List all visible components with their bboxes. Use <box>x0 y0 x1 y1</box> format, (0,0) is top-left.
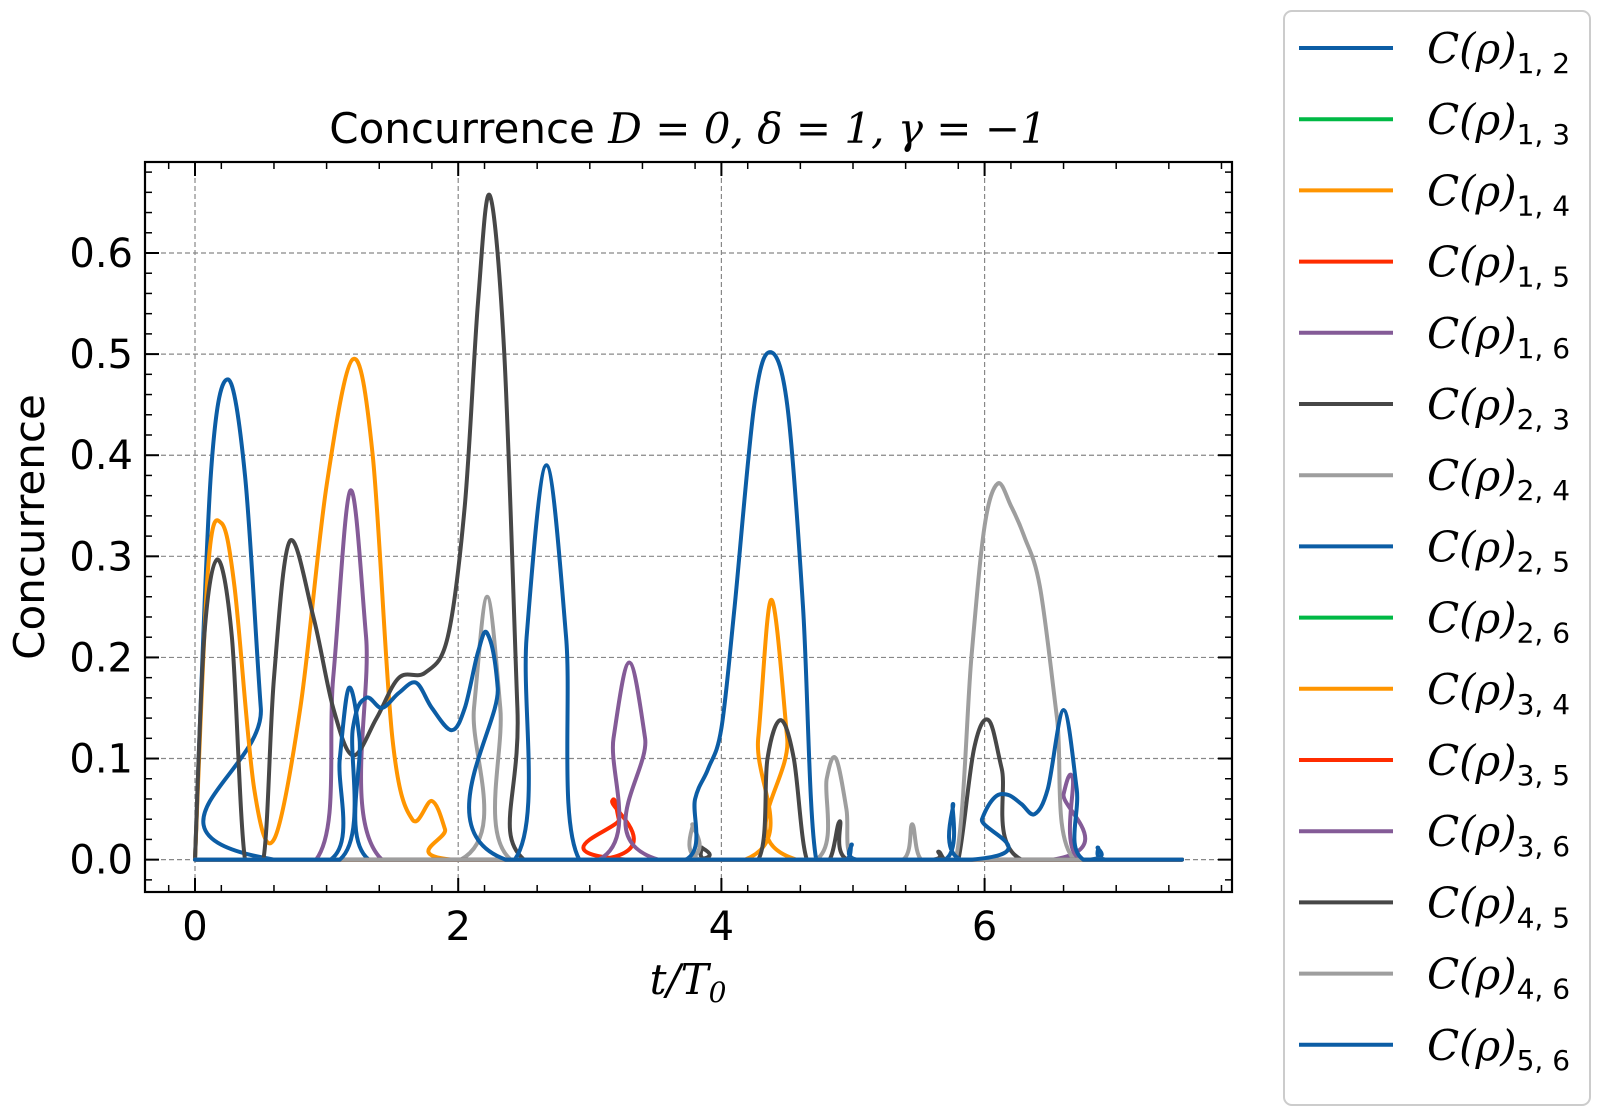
x-tick-label: 6 <box>972 904 997 950</box>
legend-label-c34: C(ρ)3, 4 <box>1427 665 1570 721</box>
legend-label-c46: C(ρ)4, 6 <box>1427 950 1570 1006</box>
x-tick-label: 0 <box>182 904 207 950</box>
y-tick-label: 0.6 <box>69 231 133 277</box>
x-tick-label: 4 <box>709 904 734 950</box>
legend-label-c16: C(ρ)1, 6 <box>1427 309 1570 365</box>
ticks: 0 2 4 6 0.0 0.1 0.2 0.3 0.4 0.5 0.6 <box>69 162 1232 950</box>
x-axis-label: t/T0 <box>650 955 727 1009</box>
legend: C(ρ)1, 2 C(ρ)1, 3 C(ρ)1, 4 C(ρ)1, 5 C(ρ)1, 6… <box>1283 10 1591 1106</box>
legend-label-c45: C(ρ)4, 5 <box>1427 878 1570 934</box>
legend-label-c35: C(ρ)3, 5 <box>1427 736 1570 792</box>
legend-label-c25: C(ρ)2, 5 <box>1427 522 1570 578</box>
y-tick-label: 0.0 <box>69 838 133 884</box>
y-tick-label: 0.2 <box>69 635 133 681</box>
series-line-c56 <box>193 629 1184 862</box>
legend-label-c56: C(ρ)5, 6 <box>1427 1021 1570 1077</box>
x-axis-label-main: t/T <box>650 955 712 1004</box>
legend-label-c12: C(ρ)1, 2 <box>1427 24 1570 80</box>
x-tick-label: 2 <box>445 904 470 950</box>
legend-label-c23: C(ρ)2, 3 <box>1427 380 1570 436</box>
chart-title: Concurrence D = 0, δ = 1, γ = −1 <box>329 104 1046 153</box>
plot-frame <box>143 160 1234 894</box>
y-tick-label: 0.4 <box>69 433 133 479</box>
series-line-c25 <box>193 350 1184 862</box>
series-line-c14 <box>193 356 1184 862</box>
legend-label-c26: C(ρ)2, 6 <box>1427 594 1570 650</box>
x-axis-label-sub: 0 <box>709 976 727 1009</box>
series-lines <box>193 192 1184 862</box>
title-prefix: Concurrence <box>329 104 608 153</box>
series-line-c16 <box>193 488 1184 862</box>
grid <box>145 162 1232 892</box>
y-tick-label: 0.1 <box>69 737 133 783</box>
legend-label-c15: C(ρ)1, 5 <box>1427 238 1570 294</box>
title-math: D = 0, δ = 1, γ = −1 <box>607 104 1047 153</box>
legend-label-c14: C(ρ)1, 4 <box>1427 166 1570 222</box>
legend-label-c13: C(ρ)1, 3 <box>1427 95 1570 151</box>
y-tick-label: 0.5 <box>69 332 133 378</box>
series-line-c15 <box>193 797 1184 862</box>
y-axis-label: Concurrence <box>5 394 54 660</box>
legend-label-c24: C(ρ)2, 4 <box>1427 451 1570 507</box>
series-line-c12 <box>193 377 1184 862</box>
legend-label-c36: C(ρ)3, 6 <box>1427 807 1570 863</box>
y-tick-label: 0.3 <box>69 534 133 580</box>
